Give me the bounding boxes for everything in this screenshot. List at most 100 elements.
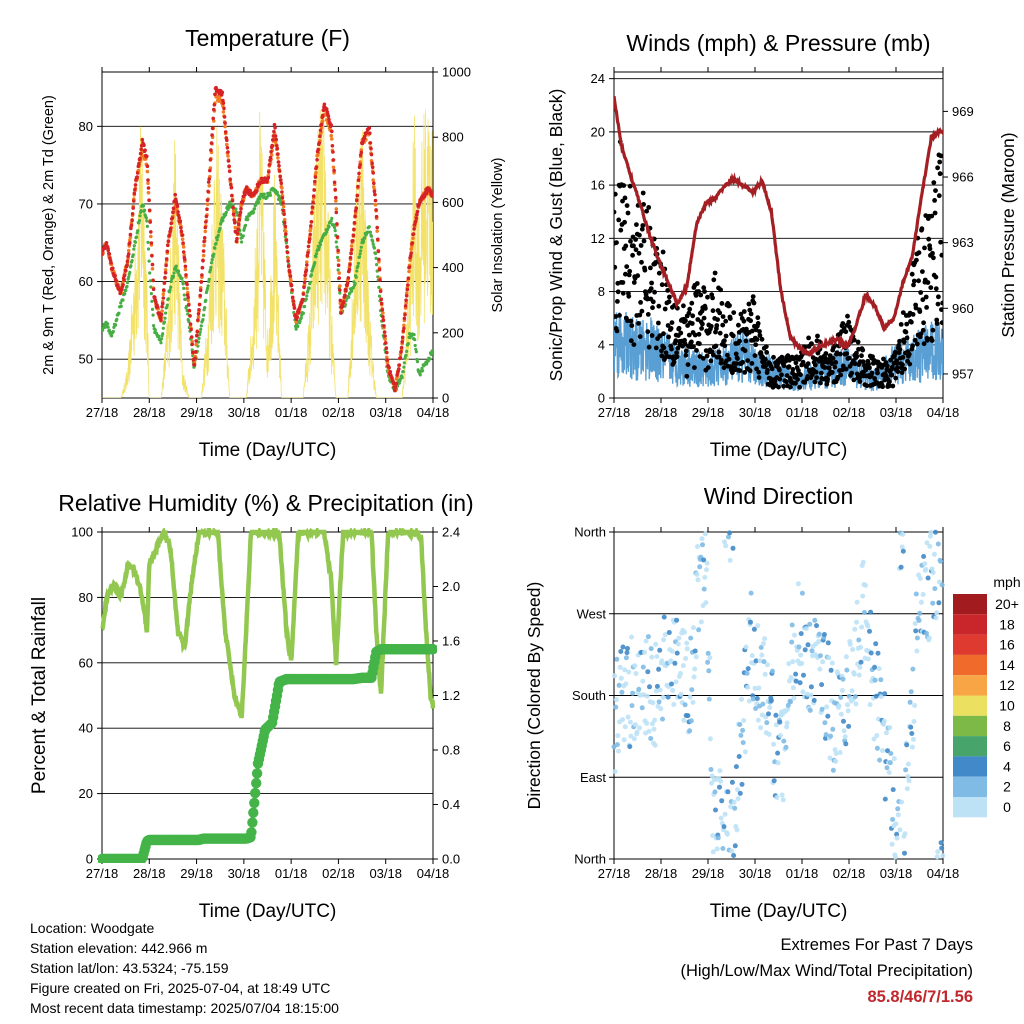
gust-point [746,301,752,307]
series-temp2m-point [139,147,143,152]
series-dewpoint-point [198,330,202,334]
series-temp2m-point [195,330,200,334]
series-temp2m-point [382,330,387,334]
gust-point [902,366,907,372]
series-temp2m-point [210,133,214,137]
y-tick-label: 20 [79,786,93,801]
legend-label: 2 [1003,779,1011,795]
series-dewpoint-point [183,297,187,301]
gust-point [904,335,910,341]
series-temp2m-point [326,114,331,119]
direction-point [684,640,690,646]
x-tick-label: 30/18 [739,405,772,420]
series-temp9m-point [320,119,325,123]
series-temp2m-point [176,210,180,214]
gust-point [639,226,645,232]
series-temp2m-point [283,224,288,229]
series-dewpoint-point [141,204,145,208]
gust-point [736,322,741,328]
series-temp2m-point [188,322,193,326]
direction-point [723,543,729,549]
gust-point [759,336,765,342]
direction-point [654,654,660,659]
series-dewpoint-point [299,316,303,320]
series-temp2m-point [372,189,377,194]
gust-point [627,183,633,189]
direction-point [930,570,936,576]
series-dewpoint-point [148,271,152,275]
series-dewpoint-point [402,365,406,369]
direction-point [705,659,711,665]
direction-point [832,747,838,753]
series-temp2m-point [206,189,210,194]
direction-point [691,625,696,631]
gust-point [901,339,907,345]
direction-point [758,725,764,731]
series-temp2m-point [230,193,234,198]
direction-point [614,656,620,662]
gust-point [693,293,699,298]
direction-point [644,720,650,726]
gust-point [823,351,829,356]
legend-swatch [953,776,987,797]
direction-point [865,623,871,629]
direction-point [784,720,790,726]
series-temp2m-point [351,233,356,237]
direction-point [819,706,825,712]
direction-point [671,702,677,707]
series-temp2m-point [149,241,154,245]
series-dewpoint-point [334,240,338,244]
series-temp2m-point [204,214,209,219]
legend-swatch [953,715,987,737]
series-temp9m-point [163,268,168,272]
series-temp2m-point [198,288,203,293]
direction-point [854,599,860,605]
direction-point [729,848,735,854]
series-temp9m-point [381,311,385,315]
gust-point [925,337,930,343]
direction-point [741,718,747,723]
series-temp9m-point [221,110,226,114]
gust-point [843,329,849,335]
gust-point [777,376,783,382]
series-dewpoint-point [304,297,308,301]
gust-point [683,318,688,324]
gust-point [765,367,770,373]
series-dewpoint-point [174,264,178,268]
series-temp9m-point [314,170,318,175]
series-temp2m-point [387,366,391,370]
series-temp2m-point [371,171,376,175]
legend-label: 0 [1003,799,1011,815]
direction-point [790,685,796,691]
series-temp2m-point [310,210,314,215]
series-temp2m-point [186,295,190,300]
direction-point [722,539,727,545]
chart-title-winds: Winds (mph) & Pressure (mb) [626,30,930,56]
gust-point [648,286,654,291]
gust-point [704,353,710,359]
series-temp2m-point [220,90,225,95]
gust-point [725,352,730,358]
direction-point [825,640,831,646]
series-temp2m-point [226,150,230,154]
direction-point [616,682,622,688]
series-temp2m-point [165,249,170,254]
gust-point [833,360,839,365]
series-temp2m-point [146,186,151,190]
gust-point [645,296,650,302]
series-temp2m-point [133,183,138,187]
series-temp2m-point [106,248,110,253]
series-temp9m-point [331,165,336,170]
series-temp2m-point [317,141,322,145]
series-temp2m-point [160,301,165,306]
series-dewpoint-point [197,336,201,340]
series-temp2m-point [349,251,353,256]
series-dewpoint-point [354,275,358,279]
series-dewpoint-point [325,230,329,234]
direction-point [830,726,836,732]
series-dewpoint-point [149,292,153,296]
series-dewpoint-point [119,304,123,308]
series-temp2m-point [183,264,188,269]
series-dewpoint-point [224,213,228,217]
y-tick-label: 60 [79,274,93,289]
